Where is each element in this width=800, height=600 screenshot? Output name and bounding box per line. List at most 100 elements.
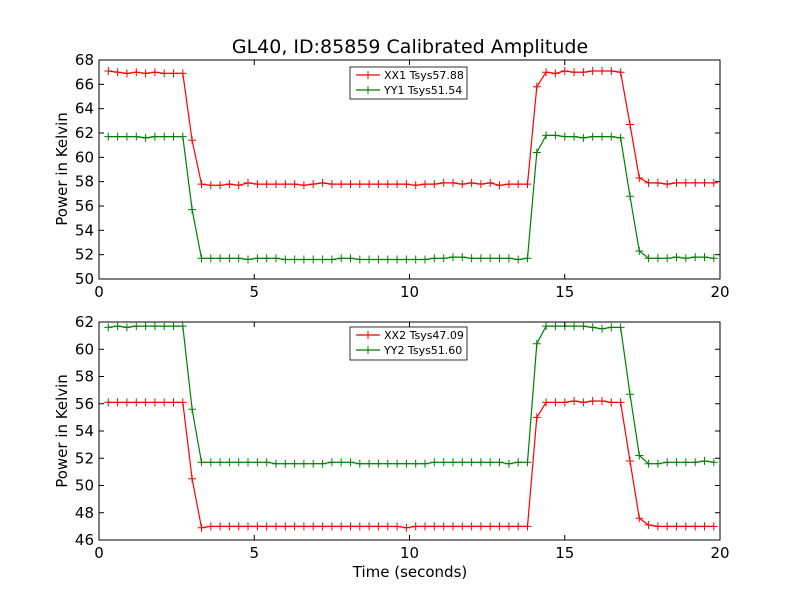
bottom-series-1-point	[551, 322, 560, 331]
bottom-series-1-point	[467, 458, 476, 467]
top-series-0-point	[346, 180, 355, 189]
top-legend-marker-1	[364, 86, 372, 94]
bottom-series-0-point	[262, 522, 271, 531]
bottom-series-0-point	[514, 522, 523, 531]
top-series-1-point	[337, 254, 346, 263]
top-series-1-point	[365, 255, 374, 264]
bottom-series-0-point	[495, 522, 504, 531]
bottom-y-tick-label: 54	[75, 422, 94, 440]
top-series-0-point	[635, 174, 644, 182]
top-series-0-point	[197, 180, 206, 189]
top-x-tick-label: 5	[249, 283, 259, 301]
top-series-0-point	[337, 180, 346, 189]
bottom-series-0-point	[374, 522, 383, 531]
bottom-series-1-point	[113, 322, 122, 331]
top-series-1-point	[290, 255, 299, 264]
bottom-x-tick-label: 5	[249, 544, 259, 562]
bottom-series-1-point	[178, 322, 187, 331]
top-series-0-point	[355, 180, 364, 189]
top-x-tick-label: 20	[710, 283, 729, 301]
bottom-series-1-point	[327, 458, 336, 467]
bottom-series-1-point	[141, 322, 150, 331]
top-series-1-point	[635, 247, 644, 255]
bottom-series-1-point	[365, 459, 374, 468]
bottom-series-0-point	[644, 521, 653, 529]
top-series-1-point	[355, 255, 364, 264]
top-series-1-point	[672, 253, 681, 262]
bottom-series-0-point	[113, 398, 122, 407]
top-legend-label-0: XX1 Tsys57.88	[384, 69, 464, 82]
bottom-series-0-point	[299, 522, 308, 531]
top-series-1-point	[486, 254, 495, 263]
bottom-legend-marker-1	[364, 346, 372, 354]
top-y-tick-label: 54	[75, 221, 94, 239]
top-series-0-point	[514, 180, 523, 189]
top-series-0-point	[122, 69, 131, 78]
bottom-series-0-point	[532, 413, 541, 422]
top-series-0-point	[653, 178, 662, 187]
top-series-0-point	[644, 178, 653, 187]
top-series-0-point	[169, 69, 178, 78]
top-series-0-point	[607, 67, 616, 75]
top-y-tick-label: 62	[75, 124, 94, 142]
bottom-series-0-point	[150, 398, 159, 407]
bottom-series-1-point	[402, 459, 411, 468]
bottom-y-tick-label: 48	[75, 504, 94, 522]
bottom-series-0-point	[188, 474, 197, 483]
top-series-0-point	[439, 178, 448, 187]
top-series-0-point	[430, 180, 439, 189]
bottom-series-0-point	[616, 398, 625, 407]
bottom-series-0-point	[598, 397, 606, 405]
bottom-series-1-point	[225, 458, 234, 467]
bottom-series-0-point	[383, 522, 392, 531]
top-series-0-point	[393, 180, 402, 189]
bottom-series-1-point	[281, 459, 290, 468]
bottom-series-0-point	[672, 522, 681, 531]
bottom-series-0-point	[160, 398, 169, 407]
top-series-0-point	[299, 181, 308, 190]
top-series-0-point	[411, 181, 420, 190]
top-series-0-point	[476, 180, 485, 189]
top-x-tick-label: 10	[400, 283, 419, 301]
bottom-series-1-point	[579, 322, 588, 331]
bottom-legend-label-1: YY2 Tsys51.60	[383, 344, 462, 357]
top-series-1-point	[244, 255, 252, 264]
top-series-1-point	[216, 254, 225, 263]
bottom-series-1-point	[626, 390, 634, 399]
bottom-series-0-point	[476, 522, 485, 531]
top-series-0-point	[588, 67, 597, 75]
top-series-1-point	[495, 254, 504, 263]
top-series-1-point	[663, 254, 672, 263]
bottom-series-0-point	[178, 398, 187, 407]
top-series-1-point	[607, 132, 616, 141]
top-series-1-point	[309, 255, 318, 264]
bottom-legend-label-0: XX2 Tsys47.09	[384, 329, 464, 342]
bottom-series-1-point	[532, 339, 541, 348]
top-series-1-point	[262, 254, 271, 263]
bottom-series-1-point	[430, 458, 439, 467]
top-series-1-point	[653, 254, 662, 263]
top-series-1-point	[169, 132, 178, 141]
top-series-0-point	[383, 180, 392, 189]
bottom-y-axis-label: Power in Kelvin	[53, 374, 71, 488]
bottom-y-tick-label: 60	[75, 340, 94, 358]
bottom-series-0-point	[337, 522, 346, 531]
bottom-y-tick-label: 62	[75, 313, 94, 331]
bottom-series-1-point	[458, 458, 467, 467]
top-series-0-point	[672, 178, 681, 187]
bottom-series-0-point	[430, 522, 439, 531]
top-series-1-point	[709, 254, 718, 263]
bottom-series-1-point	[216, 458, 225, 467]
top-series-1-point	[514, 255, 523, 264]
bottom-series-1-point	[197, 458, 206, 467]
bottom-series-0-point	[579, 398, 588, 407]
top-x-tick-label: 15	[555, 283, 574, 301]
top-series-1-point	[598, 132, 606, 141]
top-series-1-point	[523, 254, 532, 263]
top-legend-box	[349, 66, 468, 100]
bottom-series-1-point	[290, 459, 299, 468]
top-series-1-point	[327, 255, 336, 264]
bottom-x-tick-label: 10	[400, 544, 419, 562]
bottom-series-1-point	[616, 323, 625, 332]
